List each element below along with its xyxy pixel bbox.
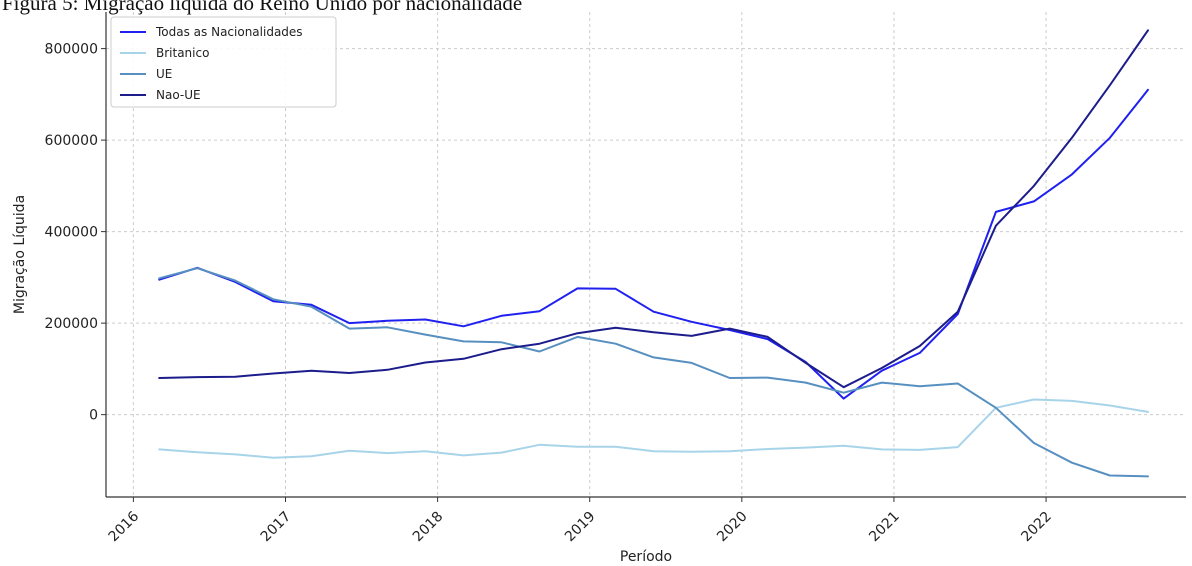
tick-labels: 0 200000 400000 600000 800000 2016 2017 2018 201… [45,42,1055,545]
series-line-todas-as-nacionalidades [158,88,1149,400]
legend: Todas as Nacionalidades Britanico UE Nao-UE [110,16,337,108]
y-tick-label: 0 [89,408,98,424]
series-line-ue [158,267,1149,478]
x-tick-label: 2019 [562,509,599,546]
legend-label: Todas as Nacionalidades [155,25,303,39]
series-line-nao-ue [158,29,1149,389]
y-axis-title: Migração Líquida [12,195,28,314]
legend-label: Nao-UE [156,88,201,102]
y-tick-label: 400000 [45,225,98,241]
legend-label: Britanico [156,46,209,60]
x-tick-label: 2017 [258,509,295,546]
axes [101,12,1186,502]
x-tick-label: 2021 [866,509,903,546]
y-tick-label: 800000 [45,42,98,58]
series-line-britanico [158,398,1149,459]
series-layer [158,29,1149,478]
x-axis-title: Período [620,549,672,565]
x-tick-label: 2016 [106,508,143,545]
x-tick-label: 2018 [410,509,447,546]
y-tick-label: 200000 [45,316,98,332]
legend-label: UE [156,67,172,81]
figure-caption: Figura 5: Migração líquida do Reino Unid… [2,0,523,15]
x-tick-label: 2022 [1018,509,1055,546]
legend-box [110,16,337,108]
y-tick-label: 600000 [45,133,98,149]
grid-lines [106,12,1186,497]
x-tick-label: 2020 [714,509,751,546]
